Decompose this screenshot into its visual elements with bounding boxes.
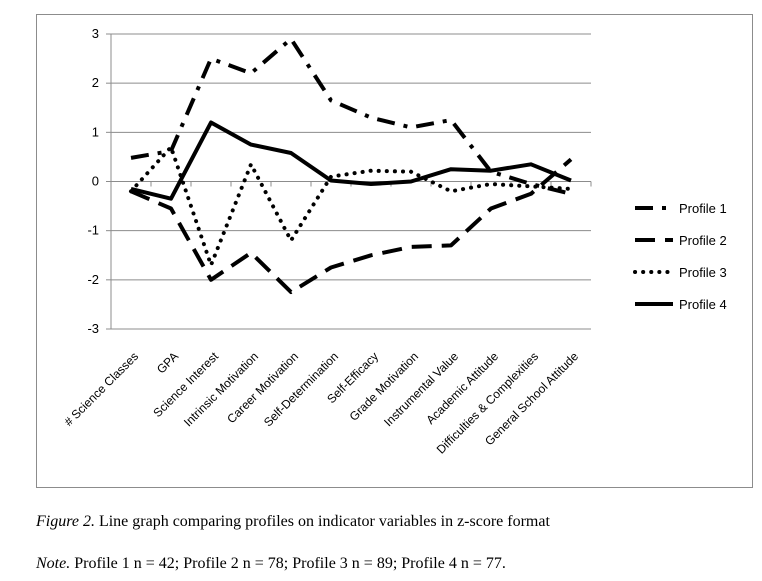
series-line-profile-3 (129, 145, 573, 268)
legend-label-profile-3: Profile 3 (679, 265, 727, 280)
legend-label-profile-1: Profile 1 (679, 201, 727, 216)
series-line-profile-1 (130, 36, 572, 196)
series-line-profile-2 (130, 157, 573, 295)
x-tick-label: GPA (154, 349, 181, 376)
y-tick-label: 3 (92, 26, 99, 41)
y-tick-label: -2 (87, 272, 99, 287)
note-label: Note. (36, 555, 71, 572)
y-tick-label: -1 (87, 223, 99, 238)
legend-label-profile-4: Profile 4 (679, 297, 727, 312)
y-tick-label: 1 (92, 124, 99, 139)
note-text: Profile 1 n = 42; Profile 2 n = 78; Prof… (70, 555, 506, 572)
x-tick-label: Intrinsic Motivation (181, 349, 261, 429)
figure-text: Line graph comparing profiles on indicat… (94, 513, 550, 530)
x-tick-label: Career Motivation (224, 349, 301, 426)
chart-frame: 3 2 1 0 -1 -2 -3 # Science Classes GPA Science In… (36, 14, 753, 488)
figure-label: Figure 2. (36, 513, 95, 530)
series-line-profile-4 (130, 120, 572, 201)
legend-label-profile-2: Profile 2 (679, 233, 727, 248)
figure-caption: Figure 2. Line graph comparing profiles … (36, 513, 550, 531)
x-tick-label: # Science Classes (61, 349, 141, 429)
x-tick-label: Instrumental Value (381, 349, 461, 429)
y-tick-label: 0 (92, 174, 99, 189)
x-tick-label: Self-Determination (261, 349, 341, 429)
x-tick-label: Grade Motivation (347, 349, 422, 424)
y-tick-label: -3 (87, 321, 99, 336)
y-tick-label: 2 (92, 75, 99, 90)
note-caption: Note. Profile 1 n = 42; Profile 2 n = 78… (36, 555, 506, 573)
x-tick-label: Academic Attitude (423, 349, 501, 427)
